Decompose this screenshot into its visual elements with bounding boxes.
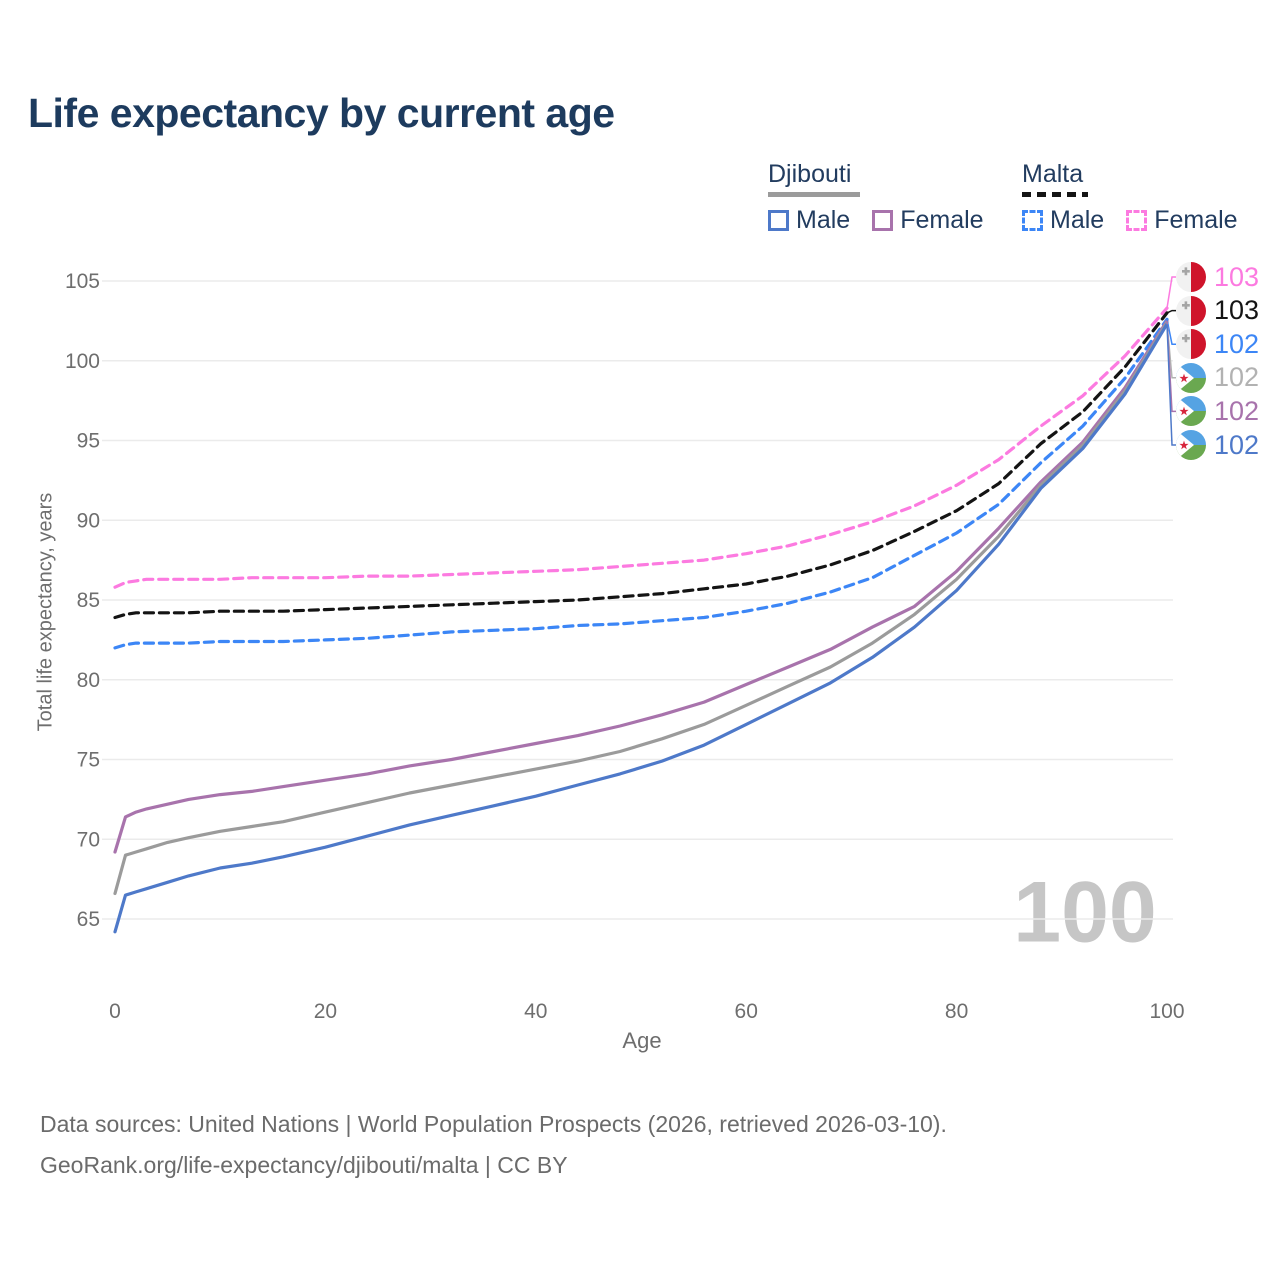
y-tick-75: 75 [77, 749, 100, 772]
djibouti-female-swatch-icon [872, 210, 894, 231]
y-tick-105: 105 [65, 270, 100, 293]
end-label-malta-female: 103 [1176, 262, 1259, 292]
legend-country-djibouti: Djibouti [768, 160, 852, 188]
x-tick-0: 0 [109, 1000, 121, 1023]
legend-label-djibouti-male: Male [796, 206, 851, 234]
footer-data-sources: Data sources: United Nations | World Pop… [40, 1111, 947, 1137]
malta-male-swatch-icon [1022, 210, 1043, 231]
x-tick-80: 80 [945, 1000, 968, 1023]
legend-country-malta: Malta [1022, 160, 1084, 188]
page-title: Life expectancy by current age [28, 90, 615, 136]
legend-underline-djibouti-solid [768, 192, 860, 197]
legend-item-djibouti-female[interactable]: Female [872, 206, 984, 235]
djibouti-flag-icon [1176, 430, 1206, 460]
x-tick-100: 100 [1149, 1000, 1184, 1023]
y-tick-100: 100 [65, 350, 100, 373]
malta-flag-icon [1176, 329, 1206, 360]
y-tick-70: 70 [77, 828, 100, 851]
legend-label-malta-male: Male [1050, 206, 1105, 234]
end-label-malta-male: 102 [1176, 328, 1260, 360]
x-tick-20: 20 [314, 1000, 337, 1023]
x-axis-label: Age [622, 1028, 662, 1053]
malta-female-swatch-icon [1126, 210, 1148, 231]
end-label-djibouti-male: 102 [1176, 430, 1259, 460]
malta-flag-icon [1176, 262, 1206, 292]
legend-item-malta-female[interactable]: Female [1126, 206, 1238, 235]
end-label-value: 103 [1214, 295, 1260, 326]
y-tick-80: 80 [77, 669, 100, 692]
series-line-malta-female[interactable] [113, 306, 1169, 589]
djibouti-male-swatch-icon [768, 210, 789, 231]
y-tick-90: 90 [77, 509, 100, 532]
djibouti-flag-icon [1176, 362, 1206, 393]
end-label-malta-both-sexes: 103 [1176, 295, 1260, 326]
series-line-djibouti-female[interactable] [113, 319, 1169, 854]
legend-label-malta-female: Female [1154, 206, 1238, 234]
series-line-djibouti-both[interactable] [113, 320, 1169, 896]
footer: Data sources: United Nations | World Pop… [40, 1104, 947, 1186]
end-label-value: 102 [1214, 395, 1260, 426]
end-label-value: 102 [1214, 362, 1260, 393]
series-line-malta-male[interactable] [113, 317, 1169, 650]
legend-label-djibouti-female: Female [900, 206, 984, 234]
end-label-value: 102 [1214, 429, 1260, 460]
chart-canvas: 65 70 75 80 85 90 95 100 105 0 20 40 60 80 100 [65, 270, 1185, 1023]
end-label-value: 102 [1214, 328, 1260, 359]
end-label-connector [1166, 319, 1176, 345]
legend-item-djibouti-male[interactable]: Male [768, 206, 850, 235]
end-label-connector [1166, 276, 1176, 309]
legend-item-malta-male[interactable]: Male [1022, 206, 1104, 235]
x-tick-60: 60 [735, 1000, 758, 1023]
series-line-djibouti-male[interactable] [113, 322, 1169, 934]
end-label-connector [1166, 324, 1176, 446]
legend-group-djibouti: Djibouti Male Female [768, 160, 984, 235]
djibouti-flag-icon [1176, 396, 1206, 427]
malta-flag-icon [1176, 295, 1206, 326]
y-tick-65: 65 [77, 908, 100, 931]
y-tick-95: 95 [77, 430, 100, 453]
end-label-connector [1166, 309, 1176, 314]
x-tick-40: 40 [524, 1000, 547, 1023]
series-line-malta-both[interactable] [113, 311, 1169, 620]
y-tick-85: 85 [77, 589, 100, 612]
hover-age-watermark: 100 [1013, 864, 1157, 961]
legend-underline-malta-dashed [1022, 192, 1088, 197]
end-label-djibouti-both-sexes: 102 [1176, 362, 1260, 393]
footer-attribution: GeoRank.org/life-expectancy/djibouti/mal… [40, 1152, 568, 1178]
end-label-value: 103 [1214, 261, 1260, 292]
end-label-djibouti-female: 102 [1176, 395, 1260, 427]
legend-group-malta: Malta Male Female [1022, 160, 1238, 235]
